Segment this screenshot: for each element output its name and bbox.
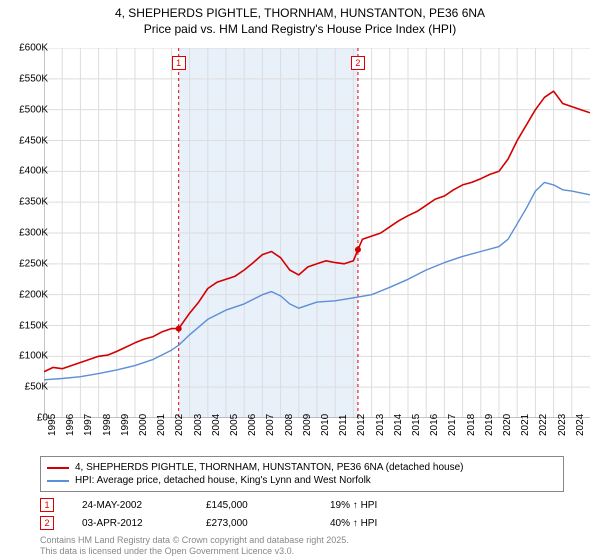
event-delta-1: 19% ↑ HPI xyxy=(330,500,426,511)
x-tick-label: 2003 xyxy=(193,414,204,436)
event-delta-2: 40% ↑ HPI xyxy=(330,518,426,529)
x-tick-label: 2018 xyxy=(466,414,477,436)
chart-marker-1: 1 xyxy=(172,56,186,70)
title-line-1: 4, SHEPHERDS PIGHTLE, THORNHAM, HUNSTANT… xyxy=(0,6,600,22)
x-tick-label: 2010 xyxy=(320,414,331,436)
x-tick-label: 2006 xyxy=(247,414,258,436)
x-tick-label: 2013 xyxy=(375,414,386,436)
x-tick-label: 2017 xyxy=(447,414,458,436)
x-tick-label: 2016 xyxy=(429,414,440,436)
y-tick-label: £200K xyxy=(6,289,48,300)
x-tick-label: 1998 xyxy=(102,414,113,436)
event-price-2: £273,000 xyxy=(206,518,302,529)
chart-plot-area xyxy=(44,48,590,418)
x-tick-label: 2023 xyxy=(557,414,568,436)
legend-text-2: HPI: Average price, detached house, King… xyxy=(75,475,371,486)
x-tick-label: 2000 xyxy=(138,414,149,436)
x-tick-label: 2002 xyxy=(174,414,185,436)
event-row-2: 2 03-APR-2012 £273,000 40% ↑ HPI xyxy=(40,516,426,530)
legend-text-1: 4, SHEPHERDS PIGHTLE, THORNHAM, HUNSTANT… xyxy=(75,462,463,473)
x-tick-label: 2005 xyxy=(229,414,240,436)
y-tick-label: £500K xyxy=(6,104,48,115)
y-tick-label: £250K xyxy=(6,258,48,269)
x-tick-label: 2019 xyxy=(484,414,495,436)
chart-marker-2: 2 xyxy=(351,56,365,70)
y-tick-label: £150K xyxy=(6,320,48,331)
legend-swatch-1 xyxy=(47,467,69,469)
x-tick-label: 1997 xyxy=(83,414,94,436)
y-tick-label: £600K xyxy=(6,43,48,54)
y-tick-label: £50K xyxy=(6,382,48,393)
event-price-1: £145,000 xyxy=(206,500,302,511)
x-tick-label: 2022 xyxy=(538,414,549,436)
legend-item-1: 4, SHEPHERDS PIGHTLE, THORNHAM, HUNSTANT… xyxy=(47,461,557,474)
chart-container: 4, SHEPHERDS PIGHTLE, THORNHAM, HUNSTANT… xyxy=(0,0,600,560)
x-tick-label: 1999 xyxy=(120,414,131,436)
x-tick-label: 2024 xyxy=(575,414,586,436)
x-tick-label: 1996 xyxy=(65,414,76,436)
x-tick-label: 2015 xyxy=(411,414,422,436)
x-tick-label: 2007 xyxy=(265,414,276,436)
legend-swatch-2 xyxy=(47,480,69,482)
event-marker-1: 1 xyxy=(40,498,54,512)
x-tick-label: 2011 xyxy=(338,414,349,436)
x-tick-label: 2020 xyxy=(502,414,513,436)
event-marker-2: 2 xyxy=(40,516,54,530)
title-block: 4, SHEPHERDS PIGHTLE, THORNHAM, HUNSTANT… xyxy=(0,0,600,37)
x-tick-label: 2004 xyxy=(211,414,222,436)
title-line-2: Price paid vs. HM Land Registry's House … xyxy=(0,22,600,38)
x-tick-label: 2009 xyxy=(302,414,313,436)
x-tick-label: 2001 xyxy=(156,414,167,436)
y-tick-label: £450K xyxy=(6,135,48,146)
y-tick-label: £350K xyxy=(6,197,48,208)
event-date-2: 03-APR-2012 xyxy=(82,518,178,529)
y-tick-label: £550K xyxy=(6,73,48,84)
x-tick-label: 2008 xyxy=(284,414,295,436)
y-tick-label: £300K xyxy=(6,228,48,239)
y-tick-label: £400K xyxy=(6,166,48,177)
event-row-1: 1 24-MAY-2002 £145,000 19% ↑ HPI xyxy=(40,498,426,512)
legend-item-2: HPI: Average price, detached house, King… xyxy=(47,474,557,487)
chart-svg xyxy=(44,48,590,418)
events-table: 1 24-MAY-2002 £145,000 19% ↑ HPI 2 03-AP… xyxy=(40,498,426,534)
y-tick-label: £0 xyxy=(6,413,48,424)
x-tick-label: 2021 xyxy=(520,414,531,436)
x-tick-label: 2012 xyxy=(356,414,367,436)
event-date-1: 24-MAY-2002 xyxy=(82,500,178,511)
x-tick-label: 2014 xyxy=(393,414,404,436)
x-tick-label: 1995 xyxy=(47,414,58,436)
footer: Contains HM Land Registry data © Crown c… xyxy=(40,535,349,557)
footer-line-1: Contains HM Land Registry data © Crown c… xyxy=(40,535,349,546)
footer-line-2: This data is licensed under the Open Gov… xyxy=(40,546,349,557)
legend: 4, SHEPHERDS PIGHTLE, THORNHAM, HUNSTANT… xyxy=(40,456,564,492)
y-tick-label: £100K xyxy=(6,351,48,362)
